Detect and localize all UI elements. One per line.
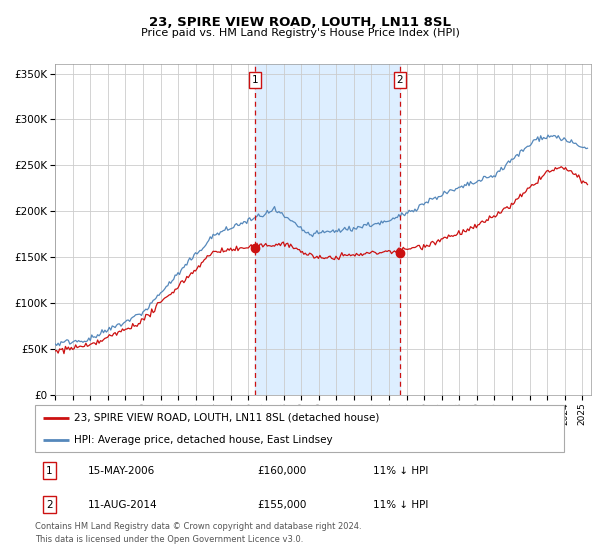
Text: £155,000: £155,000 bbox=[257, 500, 307, 510]
Text: 11-AUG-2014: 11-AUG-2014 bbox=[88, 500, 157, 510]
Text: 2: 2 bbox=[46, 500, 53, 510]
Text: Contains HM Land Registry data © Crown copyright and database right 2024.: Contains HM Land Registry data © Crown c… bbox=[35, 522, 361, 531]
FancyBboxPatch shape bbox=[35, 405, 564, 452]
Bar bbox=[255, 64, 400, 395]
Text: 23, SPIRE VIEW ROAD, LOUTH, LN11 8SL: 23, SPIRE VIEW ROAD, LOUTH, LN11 8SL bbox=[149, 16, 451, 29]
Text: 1: 1 bbox=[251, 75, 258, 85]
Text: 2: 2 bbox=[397, 75, 403, 85]
Text: 11% ↓ HPI: 11% ↓ HPI bbox=[373, 500, 429, 510]
Text: This data is licensed under the Open Government Licence v3.0.: This data is licensed under the Open Gov… bbox=[35, 535, 303, 544]
Text: £160,000: £160,000 bbox=[257, 466, 307, 476]
Text: HPI: Average price, detached house, East Lindsey: HPI: Average price, detached house, East… bbox=[74, 435, 333, 445]
Text: Price paid vs. HM Land Registry's House Price Index (HPI): Price paid vs. HM Land Registry's House … bbox=[140, 28, 460, 38]
Text: 15-MAY-2006: 15-MAY-2006 bbox=[88, 466, 155, 476]
Text: 1: 1 bbox=[46, 466, 53, 476]
Text: 23, SPIRE VIEW ROAD, LOUTH, LN11 8SL (detached house): 23, SPIRE VIEW ROAD, LOUTH, LN11 8SL (de… bbox=[74, 413, 380, 423]
Text: 11% ↓ HPI: 11% ↓ HPI bbox=[373, 466, 429, 476]
